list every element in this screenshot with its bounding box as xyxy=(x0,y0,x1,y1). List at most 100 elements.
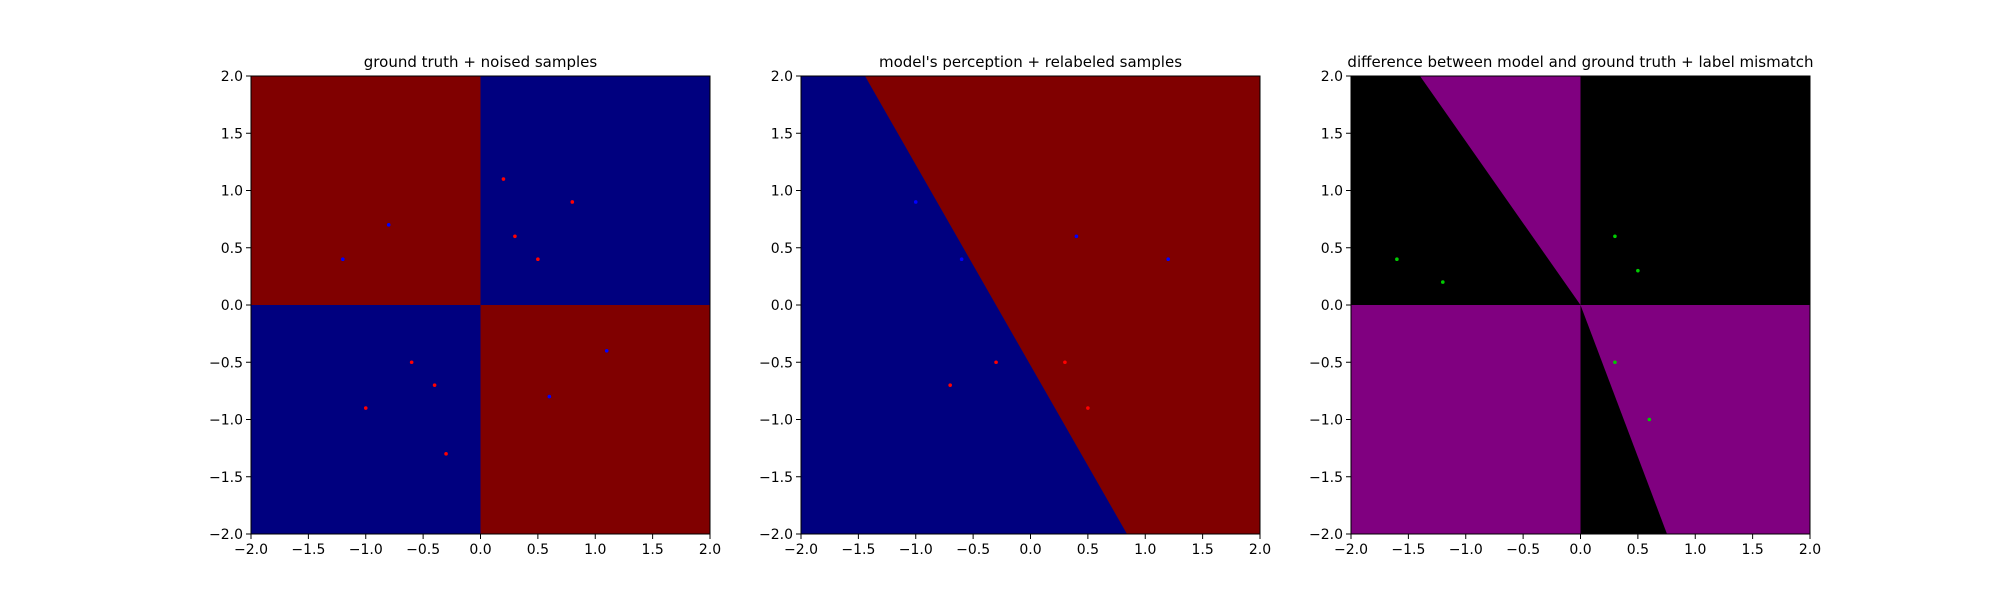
y-tick-label: 2.0 xyxy=(1321,69,1343,85)
mismatch-bottom-left xyxy=(1351,305,1581,534)
x-tick-label: −1.0 xyxy=(899,542,933,558)
sample-point-blue xyxy=(547,394,552,399)
y-tick-label: −1.0 xyxy=(759,413,793,429)
x-tick-label: 2.0 xyxy=(1799,542,1821,558)
y-tick-label: 0.0 xyxy=(221,298,243,314)
sample-point-blue xyxy=(386,223,391,227)
x-tick-label: 2.0 xyxy=(1249,542,1271,558)
x-tick-label: 1.0 xyxy=(1684,542,1706,558)
x-tick-label: −1.5 xyxy=(1391,542,1425,558)
y-tick-label: 0.0 xyxy=(771,298,793,314)
x-tick-label: −1.0 xyxy=(1449,542,1483,558)
region-bottom-left xyxy=(251,305,481,534)
sample-point-blue xyxy=(913,200,918,204)
y-tick-label: 0.0 xyxy=(1321,298,1343,314)
y-tick-label: 1.0 xyxy=(771,184,793,200)
y-tick-label: −2.0 xyxy=(759,527,793,543)
x-tick-label: −0.5 xyxy=(1506,542,1540,558)
sample-point-red xyxy=(513,234,517,239)
y-tick-label: −2.0 xyxy=(1309,527,1343,543)
x-tick-label: −0.5 xyxy=(406,542,440,558)
x-tick-label: 0.5 xyxy=(1077,542,1099,558)
sample-point-mismatch xyxy=(1636,268,1640,273)
panel-title: model's perception + relabeled samples xyxy=(879,53,1182,71)
plot-area xyxy=(801,76,1260,534)
sample-point-red xyxy=(432,383,437,387)
x-tick-label: 0.5 xyxy=(527,542,549,558)
sample-point-blue xyxy=(1074,234,1079,239)
region-top-left xyxy=(251,76,481,305)
y-axis: −2.0 −1.5 −1.0 −0.5 0.0 0.5 1.0 1.5 2.0 xyxy=(1309,69,1351,543)
sample-point-red xyxy=(1086,406,1090,410)
x-axis: −2.0 −1.5 −1.0 −0.5 0.0 0.5 1.0 1.5 2.0 xyxy=(234,534,721,558)
y-tick-label: 2.0 xyxy=(221,69,243,85)
panel-model-perception: model's perception + relabeled samples −… xyxy=(759,53,1271,558)
x-tick-label: −2.0 xyxy=(234,542,268,558)
y-tick-label: 1.0 xyxy=(221,184,243,200)
x-axis: −2.0 −1.5 −1.0 −0.5 0.0 0.5 1.0 1.5 2.0 xyxy=(784,534,1271,558)
y-tick-label: −2.0 xyxy=(209,527,243,543)
y-tick-label: 1.5 xyxy=(771,126,793,142)
sample-point-red xyxy=(1063,360,1067,365)
x-tick-label: −1.0 xyxy=(349,542,383,558)
x-tick-label: 1.0 xyxy=(584,542,606,558)
x-tick-label: 1.5 xyxy=(1191,542,1213,558)
x-tick-label: 0.0 xyxy=(1019,542,1041,558)
sample-point-red xyxy=(536,257,540,262)
x-tick-label: −2.0 xyxy=(1334,542,1368,558)
panel-ground-truth: ground truth + noised samples −2.0 −1.5 −1… xyxy=(209,53,721,558)
x-tick-label: 2.0 xyxy=(699,542,721,558)
sample-point-red xyxy=(444,452,448,456)
panel-title: ground truth + noised samples xyxy=(364,53,598,71)
y-tick-label: 0.5 xyxy=(221,241,243,257)
sample-points xyxy=(913,200,1170,410)
x-tick-label: 1.5 xyxy=(641,542,663,558)
sample-point-red xyxy=(570,200,575,204)
sample-point-blue xyxy=(1166,257,1170,262)
x-tick-label: 0.0 xyxy=(469,542,491,558)
y-tick-label: 1.0 xyxy=(1321,184,1343,200)
mismatch-bottom-right xyxy=(1580,305,1810,534)
sample-point-red xyxy=(994,360,998,365)
sample-point-mismatch xyxy=(1395,257,1399,262)
x-tick-label: 0.0 xyxy=(1569,542,1591,558)
sample-point-red xyxy=(501,177,506,181)
sample-point-mismatch xyxy=(1647,417,1652,422)
sample-point-red xyxy=(948,383,952,387)
sample-point-blue xyxy=(604,349,609,353)
y-tick-label: 2.0 xyxy=(771,69,793,85)
y-tick-label: −1.5 xyxy=(1309,470,1343,486)
region-bottom-right xyxy=(480,305,710,534)
x-tick-label: −0.5 xyxy=(956,542,990,558)
y-tick-label: 0.5 xyxy=(1321,241,1343,257)
y-tick-label: −0.5 xyxy=(1309,355,1343,371)
x-tick-label: 1.0 xyxy=(1134,542,1156,558)
y-tick-label: −1.0 xyxy=(1309,413,1343,429)
region-blue xyxy=(801,76,1127,534)
y-tick-label: −0.5 xyxy=(759,355,793,371)
sample-point-red xyxy=(409,360,414,365)
panel-difference: difference between model and ground trut… xyxy=(1309,53,1821,558)
x-tick-label: 1.5 xyxy=(1741,542,1763,558)
y-tick-label: 1.5 xyxy=(221,126,243,142)
y-tick-label: −1.5 xyxy=(209,470,243,486)
x-tick-label: −1.5 xyxy=(291,542,325,558)
y-tick-label: 1.5 xyxy=(1321,126,1343,142)
plot-area xyxy=(1351,76,1810,534)
y-tick-label: −1.0 xyxy=(209,413,243,429)
plot-area xyxy=(251,76,710,534)
mismatch-wedge-top xyxy=(1420,76,1581,305)
sample-point-blue xyxy=(959,257,964,262)
sample-points xyxy=(1395,234,1652,422)
sample-point-mismatch xyxy=(1613,234,1617,239)
x-axis: −2.0 −1.5 −1.0 −0.5 0.0 0.5 1.0 1.5 2.0 xyxy=(1334,534,1821,558)
y-tick-label: 0.5 xyxy=(771,241,793,257)
y-axis: −2.0 −1.5 −1.0 −0.5 0.0 0.5 1.0 1.5 2.0 xyxy=(209,69,251,543)
sample-point-mismatch xyxy=(1613,360,1617,365)
sample-point-blue xyxy=(341,257,345,262)
x-tick-label: −1.5 xyxy=(841,542,875,558)
region-top-right xyxy=(480,76,710,305)
sample-point-red xyxy=(363,406,368,410)
y-tick-label: −1.5 xyxy=(759,470,793,486)
